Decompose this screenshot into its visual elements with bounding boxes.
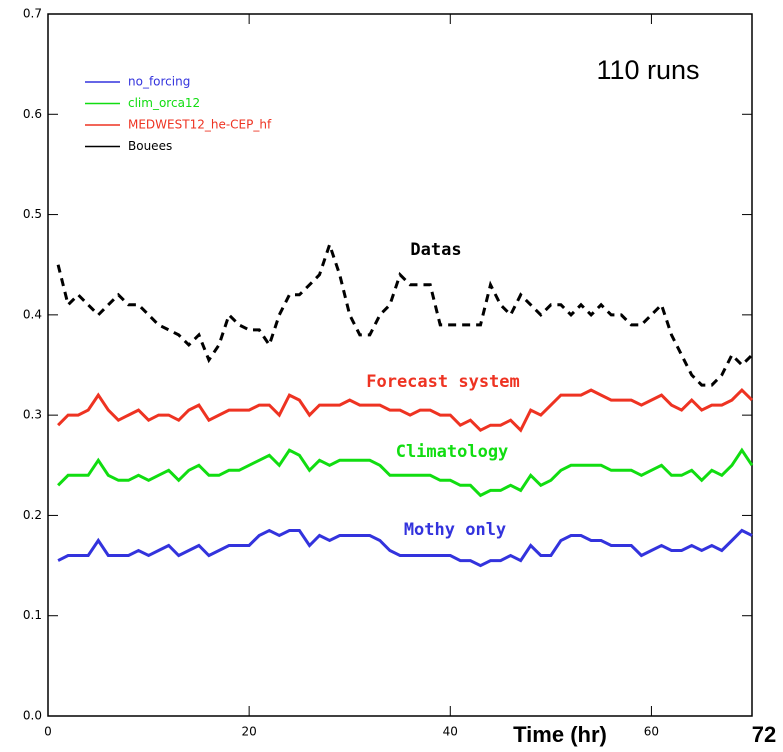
- data-line: [57, 447, 754, 498]
- y-tick-label: 0.1: [23, 608, 42, 622]
- data-line: [57, 528, 753, 568]
- y-tick-label: 0.3: [23, 408, 42, 422]
- annotation: Mothy only: [404, 520, 506, 540]
- data-line: [56, 239, 754, 387]
- legend-label: Bouees: [128, 139, 172, 153]
- y-tick-label: 0.5: [23, 207, 42, 221]
- x-tick-label: 60: [644, 725, 659, 739]
- chart-title: 110 runs: [596, 55, 699, 85]
- y-tick-label: 0.4: [23, 307, 42, 321]
- annotation: Climatology: [396, 442, 509, 462]
- x-axis-label: Time (hr): [513, 722, 607, 747]
- annotation: Datas: [410, 240, 461, 260]
- legend-label: MEDWEST12_he-CEP_hf: [128, 118, 272, 132]
- plot-frame: [47, 13, 753, 717]
- annotation: Forecast system: [366, 372, 520, 392]
- x-tick-label: 20: [242, 725, 257, 739]
- y-tick-label: 0.6: [23, 107, 42, 121]
- y-tick-label: 0.0: [23, 709, 42, 723]
- y-tick-label: 0.2: [23, 508, 42, 522]
- y-tick-label: 0.7: [23, 7, 42, 21]
- x-end-label: 72: [752, 722, 776, 747]
- x-tick-label: 0: [44, 725, 52, 739]
- data-line: [57, 387, 754, 433]
- x-tick-label: 40: [443, 725, 458, 739]
- legend-label: no_forcing: [128, 75, 190, 89]
- legend-label: clim_orca12: [128, 96, 200, 110]
